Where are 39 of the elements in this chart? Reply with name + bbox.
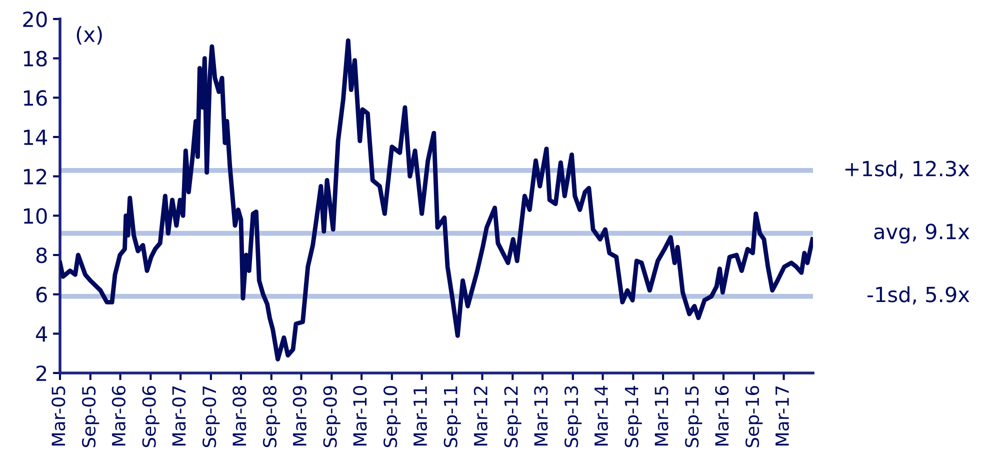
annotation: (x) bbox=[76, 26, 102, 45]
x-tick-label: Mar-14 bbox=[594, 386, 608, 446]
x-tick-label: Mar-17 bbox=[776, 386, 790, 446]
x-tick-label: Sep-12 bbox=[504, 386, 522, 448]
ref-line-label: -1sd, 5.9x bbox=[867, 286, 970, 304]
x-tick-label: Mar-09 bbox=[292, 386, 306, 446]
y-tick-label: 4 bbox=[36, 326, 48, 342]
y-tick-label: 8 bbox=[36, 247, 47, 264]
x-tick-label: Mar-13 bbox=[534, 386, 548, 446]
x-tick-label: Sep-06 bbox=[142, 386, 160, 448]
x-tick-label: Mar-15 bbox=[654, 386, 668, 446]
y-tick-label: 16 bbox=[24, 90, 47, 106]
x-tick-label: Mar-10 bbox=[353, 386, 367, 446]
x-tick-label: Mar-08 bbox=[232, 386, 246, 446]
x-tick-label: Sep-14 bbox=[624, 386, 642, 448]
x-tick-label: Mar-06 bbox=[112, 386, 126, 446]
x-tick-label: Sep-08 bbox=[262, 386, 280, 448]
ref-line-label: avg, 9.1x bbox=[874, 224, 970, 244]
y-tick-label: 20 bbox=[23, 11, 47, 28]
x-tick-label: Sep-13 bbox=[564, 386, 582, 448]
y-tick-label: 18 bbox=[24, 50, 47, 67]
x-tick-label: Mar-12 bbox=[474, 386, 488, 446]
y-tick-label: 12 bbox=[24, 168, 46, 184]
x-tick-label: Mar-16 bbox=[715, 386, 729, 446]
x-tick-label: Sep-16 bbox=[745, 386, 763, 448]
y-tick-label: 6 bbox=[36, 286, 47, 303]
x-tick-label: Sep-09 bbox=[323, 386, 340, 448]
x-tick-label: Mar-11 bbox=[414, 386, 428, 446]
x-tick-label: Mar-07 bbox=[172, 386, 186, 446]
x-tick-label: Sep-05 bbox=[82, 386, 100, 448]
x-tick-label: Sep-11 bbox=[444, 386, 461, 448]
ref-line-label: +1sd, 12.3x bbox=[845, 160, 970, 179]
y-tick-label: 10 bbox=[24, 208, 47, 224]
x-tick-label: Mar-05 bbox=[52, 386, 66, 446]
x-tick-label: Sep-15 bbox=[685, 386, 702, 448]
y-tick-label: 2 bbox=[36, 365, 46, 381]
x-tick-label: Sep-10 bbox=[383, 386, 401, 448]
y-tick-label: 14 bbox=[24, 130, 48, 145]
x-tick-label: Sep-07 bbox=[202, 386, 220, 448]
